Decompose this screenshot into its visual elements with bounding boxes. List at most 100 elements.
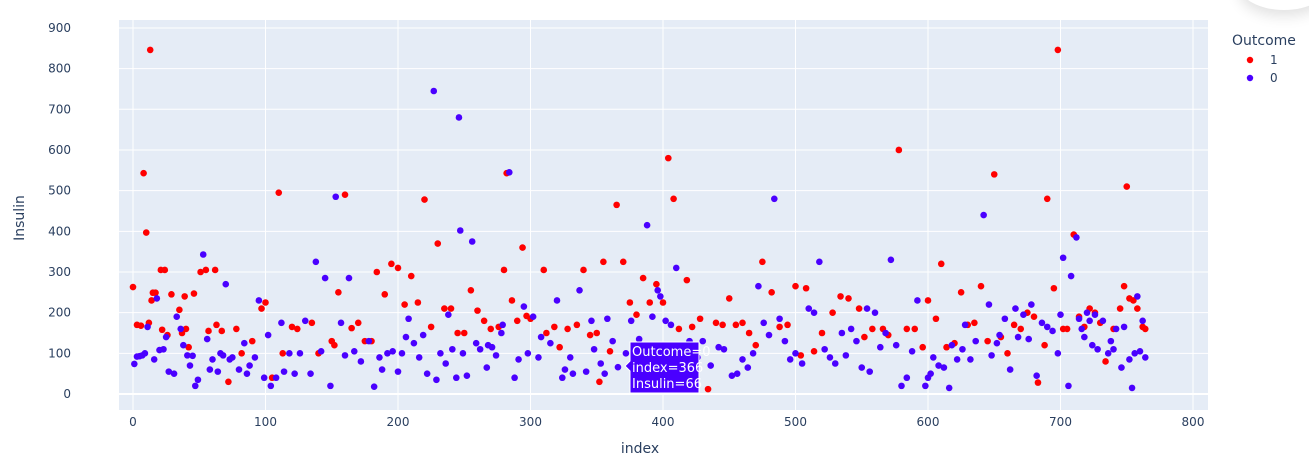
- data-point[interactable]: [818, 329, 826, 337]
- data-point[interactable]: [988, 352, 995, 359]
- data-point[interactable]: [1112, 325, 1120, 333]
- data-point[interactable]: [488, 343, 496, 351]
- data-point[interactable]: [476, 345, 484, 353]
- data-point[interactable]: [781, 337, 789, 345]
- data-point[interactable]: [932, 315, 940, 323]
- data-point[interactable]: [816, 258, 823, 266]
- data-point[interactable]: [370, 383, 378, 390]
- data-point[interactable]: [930, 354, 937, 361]
- data-point[interactable]: [199, 251, 207, 258]
- data-point[interactable]: [1083, 309, 1091, 316]
- data-point[interactable]: [1089, 341, 1096, 349]
- data-point[interactable]: [649, 313, 656, 321]
- data-point[interactable]: [829, 309, 836, 316]
- data-point[interactable]: [190, 290, 198, 297]
- data-point[interactable]: [389, 347, 397, 355]
- data-point[interactable]: [977, 282, 985, 290]
- data-point[interactable]: [337, 319, 345, 327]
- data-point[interactable]: [321, 274, 329, 282]
- data-point[interactable]: [1014, 333, 1022, 341]
- data-point[interactable]: [619, 258, 627, 266]
- data-point[interactable]: [688, 323, 696, 331]
- data-point[interactable]: [609, 337, 616, 345]
- data-point[interactable]: [480, 317, 488, 325]
- data-point[interactable]: [887, 256, 895, 264]
- data-point[interactable]: [211, 266, 219, 274]
- data-point[interactable]: [784, 321, 791, 329]
- data-point[interactable]: [759, 258, 766, 266]
- data-point[interactable]: [810, 309, 818, 316]
- data-point[interactable]: [158, 326, 166, 334]
- data-point[interactable]: [246, 362, 253, 369]
- data-point[interactable]: [892, 341, 900, 349]
- data-point[interactable]: [238, 350, 245, 357]
- data-point[interactable]: [580, 266, 587, 274]
- data-point[interactable]: [1043, 195, 1051, 203]
- data-point[interactable]: [990, 171, 998, 178]
- data-point[interactable]: [434, 240, 442, 247]
- data-point[interactable]: [559, 374, 566, 382]
- data-point[interactable]: [267, 382, 275, 390]
- data-point[interactable]: [866, 368, 873, 375]
- data-point[interactable]: [402, 333, 410, 341]
- data-point[interactable]: [1130, 297, 1137, 304]
- data-point[interactable]: [350, 347, 358, 355]
- data-point[interactable]: [728, 372, 736, 379]
- data-point[interactable]: [802, 284, 810, 292]
- data-point[interactable]: [712, 319, 720, 327]
- data-point[interactable]: [279, 350, 287, 357]
- data-point[interactable]: [354, 319, 362, 327]
- data-point[interactable]: [826, 354, 834, 361]
- data-point[interactable]: [744, 364, 752, 371]
- data-point[interactable]: [513, 317, 521, 325]
- data-point[interactable]: [922, 382, 929, 390]
- data-point[interactable]: [540, 266, 548, 274]
- data-point[interactable]: [421, 196, 428, 203]
- data-point[interactable]: [537, 333, 545, 341]
- data-point[interactable]: [1034, 379, 1042, 386]
- data-point[interactable]: [569, 370, 577, 377]
- data-point[interactable]: [312, 258, 320, 266]
- data-point[interactable]: [472, 339, 480, 347]
- data-point[interactable]: [202, 266, 210, 274]
- data-point[interactable]: [993, 339, 1001, 347]
- data-point[interactable]: [467, 286, 475, 294]
- data-point[interactable]: [206, 366, 214, 373]
- data-point[interactable]: [924, 297, 932, 304]
- data-point[interactable]: [715, 343, 722, 351]
- data-point[interactable]: [520, 303, 528, 310]
- data-point[interactable]: [1049, 327, 1056, 335]
- data-point[interactable]: [335, 289, 342, 296]
- data-point[interactable]: [170, 370, 178, 377]
- data-point[interactable]: [515, 356, 522, 363]
- data-point[interactable]: [308, 319, 316, 327]
- data-point[interactable]: [672, 264, 680, 272]
- data-point[interactable]: [251, 354, 259, 361]
- data-point[interactable]: [144, 323, 151, 331]
- data-point[interactable]: [373, 268, 381, 276]
- data-point[interactable]: [786, 356, 794, 363]
- data-point[interactable]: [286, 350, 293, 357]
- data-point[interactable]: [1142, 354, 1149, 361]
- data-point[interactable]: [755, 282, 762, 290]
- data-point[interactable]: [662, 317, 669, 325]
- data-point[interactable]: [1001, 315, 1009, 323]
- data-point[interactable]: [498, 329, 505, 337]
- data-point[interactable]: [971, 319, 978, 327]
- data-point[interactable]: [633, 311, 640, 318]
- data-point[interactable]: [561, 366, 569, 373]
- data-point[interactable]: [357, 358, 365, 365]
- data-point[interactable]: [959, 345, 966, 353]
- data-point[interactable]: [1134, 293, 1141, 300]
- data-point[interactable]: [606, 347, 614, 355]
- data-point[interactable]: [454, 329, 461, 337]
- data-point[interactable]: [341, 352, 349, 359]
- data-point[interactable]: [341, 191, 349, 199]
- data-point[interactable]: [953, 356, 961, 363]
- data-point[interactable]: [776, 315, 783, 323]
- data-point[interactable]: [831, 360, 839, 367]
- data-point[interactable]: [1038, 319, 1046, 327]
- data-point[interactable]: [1041, 341, 1048, 349]
- data-point[interactable]: [869, 325, 876, 333]
- data-point[interactable]: [1099, 317, 1107, 325]
